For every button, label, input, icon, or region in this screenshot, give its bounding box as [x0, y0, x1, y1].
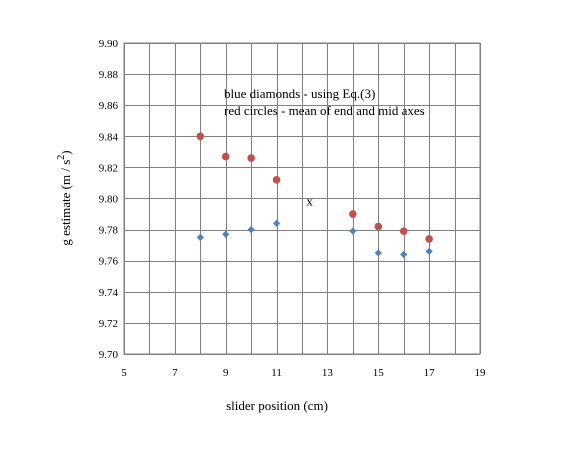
annotation-blue-diamonds: blue diamonds - using Eq.(3)	[224, 86, 375, 101]
x-tick-label: 15	[373, 367, 385, 379]
y-tick-label: 9.90	[99, 38, 119, 50]
diamond-point	[400, 250, 408, 259]
diamond-point	[222, 230, 230, 238]
x-tick-label: 19	[475, 367, 487, 379]
x-axis-title: slider position (cm)	[226, 398, 328, 413]
y-axis-title: g estimate (m / s2)	[56, 150, 73, 245]
x-tick-label: 7	[172, 367, 178, 379]
y-tick-labels: 9.70 9.72 9.74 9.76 9.78 9.80 9.82 9.84 9.86 9.88…	[99, 38, 119, 361]
y-tick-label: 9.74	[99, 287, 119, 299]
circle-point	[272, 176, 281, 184]
y-tick-label: 9.78	[99, 225, 119, 237]
diamond-point	[272, 219, 281, 227]
y-tick-label: 9.88	[99, 69, 119, 81]
circle-point	[247, 154, 255, 162]
y-tick-label: 9.72	[99, 318, 118, 330]
x-tick-label: 13	[322, 367, 334, 379]
y-axis-title-end: )	[58, 150, 73, 154]
x-tick-label: 9	[223, 367, 229, 379]
y-axis-title-main: g estimate (m / s	[58, 160, 73, 246]
x-tick-label: 5	[121, 367, 127, 379]
series-diamond-markers	[196, 219, 433, 259]
diamond-point	[425, 247, 433, 255]
y-tick-label: 9.80	[99, 194, 119, 206]
circle-point	[425, 235, 433, 243]
data-series	[196, 132, 433, 259]
y-tick-label: 9.70	[99, 349, 119, 361]
diamond-point	[196, 233, 204, 241]
circle-point	[399, 227, 408, 235]
plot-area-frame	[123, 42, 481, 355]
diamond-point	[247, 226, 255, 234]
x-tick-labels: 5 7 9 11 13 15 17 19	[121, 367, 486, 379]
circle-point	[349, 210, 357, 218]
diamond-point	[349, 227, 357, 235]
y-tick-label: 9.84	[99, 131, 119, 143]
x-tick-label: 11	[271, 367, 282, 379]
y-tick-label: 9.76	[99, 256, 119, 268]
circle-point	[221, 152, 230, 161]
x-tick-label: 17	[424, 367, 436, 379]
circle-point	[374, 222, 383, 231]
grid-lines	[124, 43, 481, 355]
annotation-red-circles: red circles - mean of end and mid axes	[224, 103, 425, 118]
y-tick-label: 9.86	[99, 100, 119, 112]
annotation-x-mark: x	[306, 194, 313, 209]
y-tick-label: 9.82	[99, 162, 118, 174]
series-circle-markers	[196, 132, 433, 243]
diamond-point	[374, 249, 382, 257]
circle-point	[196, 132, 205, 141]
y-axis-title-superscript: 2	[56, 155, 67, 160]
